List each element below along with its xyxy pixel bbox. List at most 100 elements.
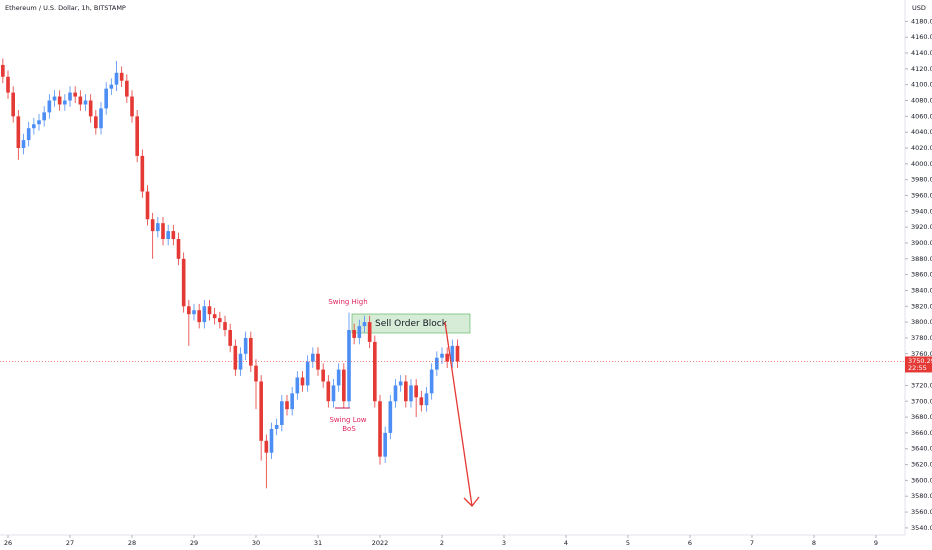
candle-body <box>305 361 310 386</box>
candle-body <box>32 124 36 129</box>
candle-body <box>445 353 449 362</box>
x-tick-label: 7 <box>750 539 754 547</box>
x-tick-label: 30 <box>252 539 260 547</box>
candle-body <box>181 258 186 307</box>
candle-body <box>47 100 52 113</box>
y-tick-label: 4100.00 <box>911 81 932 89</box>
candle-body <box>99 108 103 129</box>
y-tick-label: 4180.00 <box>911 17 932 25</box>
candle-body <box>156 223 160 232</box>
y-tick-label: 4140.00 <box>911 49 932 57</box>
candle-body <box>109 84 114 89</box>
candle-body <box>16 116 21 148</box>
candle-body <box>6 76 10 93</box>
candle-body <box>409 385 413 402</box>
candle-body <box>404 381 408 402</box>
candle-body <box>94 116 98 129</box>
x-tick-label: 28 <box>128 539 136 547</box>
candle-body <box>63 100 67 105</box>
candle-body <box>300 377 305 386</box>
candle-body <box>78 96 83 105</box>
swing-high-label: Swing High <box>328 298 367 306</box>
forecast-arrow <box>444 321 480 507</box>
candle-body <box>362 322 367 327</box>
candle-body <box>104 88 108 109</box>
last-price-label: 3750.29 <box>908 357 932 365</box>
candle-body <box>197 310 201 323</box>
candle-body <box>393 385 398 402</box>
candle-body <box>150 219 155 232</box>
candle-body <box>440 353 444 358</box>
candle-body <box>37 120 41 125</box>
candle-body <box>228 330 232 346</box>
y-tick-label: 4120.00 <box>911 65 932 73</box>
candle-body <box>88 100 93 117</box>
y-tick-label: 3820.00 <box>911 302 932 310</box>
candle-body <box>259 381 263 441</box>
last-price-tag <box>905 356 932 373</box>
x-tick-label: 4 <box>564 539 568 547</box>
candle-body <box>1 64 5 77</box>
y-tick-label: 3600.00 <box>911 476 932 484</box>
swing-low-label: Swing Low <box>329 416 366 424</box>
candle-body <box>83 100 88 105</box>
candle-body <box>11 92 15 117</box>
candle-body <box>161 223 165 240</box>
candle-body <box>233 345 238 370</box>
candle-body <box>280 401 284 425</box>
candle-body <box>435 357 439 370</box>
y-tick-label: 3640.00 <box>911 445 932 453</box>
candle-body <box>357 326 362 338</box>
candles <box>1 58 460 489</box>
y-tick-label: 3700.00 <box>911 397 932 405</box>
candle-body <box>336 369 341 386</box>
x-tick-label: 5 <box>626 539 630 547</box>
y-tick-label: 3620.00 <box>911 461 932 469</box>
candle-body <box>367 322 372 342</box>
x-tick-label: 6 <box>688 539 692 547</box>
candle-body <box>202 306 207 323</box>
candle-body <box>212 314 217 319</box>
candle-body <box>429 369 434 394</box>
candle-body <box>57 96 62 105</box>
y-tick-label: 3920.00 <box>911 223 932 231</box>
candle-body <box>398 381 403 386</box>
candle-body <box>326 381 331 402</box>
y-tick-label: 4060.00 <box>911 112 932 120</box>
bos-label: BoS <box>342 425 356 433</box>
candle-body <box>73 92 77 97</box>
candle-body <box>455 345 460 362</box>
candle-body <box>130 96 134 117</box>
y-tick-label: 4080.00 <box>911 97 932 105</box>
candle-body <box>68 92 72 101</box>
x-tick-label: 8 <box>812 539 816 547</box>
candle-body <box>321 369 325 382</box>
y-tick-label: 3660.00 <box>911 429 932 437</box>
candle-body <box>342 369 346 402</box>
y-tick-label: 3540.00 <box>911 524 932 532</box>
candle-body <box>264 440 269 453</box>
x-tick-label: 29 <box>190 539 198 547</box>
candle-body <box>295 377 300 394</box>
candle-body <box>373 341 377 402</box>
candle-body <box>269 428 274 453</box>
candle-body <box>192 310 196 315</box>
x-tick-label: 2022 <box>372 539 389 547</box>
candle-body <box>114 72 119 85</box>
candle-body <box>274 424 279 429</box>
candle-body <box>187 306 191 315</box>
candle-body <box>450 345 455 362</box>
candle-body <box>218 318 222 323</box>
candle-body <box>285 401 289 410</box>
x-tick-label: 9 <box>874 539 878 547</box>
candle-body <box>347 330 351 402</box>
y-tick-label: 3900.00 <box>911 239 932 247</box>
order-block-box <box>351 313 471 334</box>
candle-body <box>419 397 424 406</box>
y-tick-label: 3760.00 <box>911 350 932 358</box>
countdown-label: 22:55 <box>908 364 927 372</box>
candle-body <box>243 337 248 354</box>
candle-body <box>388 401 393 433</box>
y-tick-label: 3960.00 <box>911 191 932 199</box>
